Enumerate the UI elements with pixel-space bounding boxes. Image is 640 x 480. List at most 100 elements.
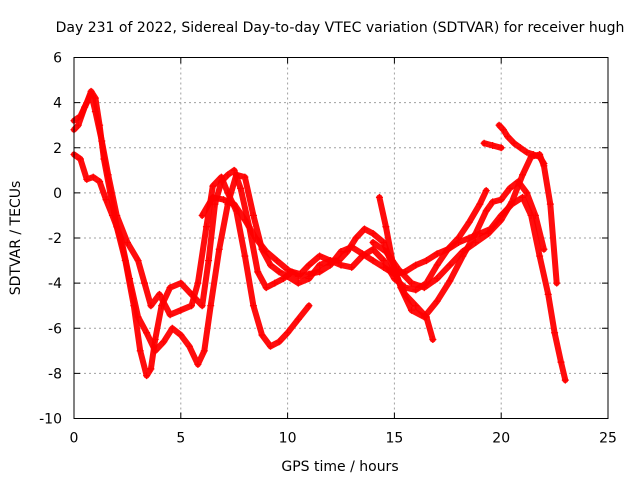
y-tick-label: 2 <box>53 141 62 157</box>
chart-title: Day 231 of 2022, Sidereal Day-to-day VTE… <box>56 20 625 36</box>
data-point-marker <box>143 372 151 380</box>
data-point-marker <box>484 229 492 237</box>
series-track-5 <box>370 151 560 291</box>
data-point-marker <box>506 184 514 192</box>
data-point-marker <box>531 211 539 219</box>
data-point-marker <box>557 358 565 366</box>
data-point-marker <box>433 297 441 305</box>
data-point-marker <box>397 284 405 292</box>
data-point-marker <box>249 211 257 219</box>
data-point-marker <box>497 144 505 152</box>
data-point-marker <box>194 279 202 287</box>
data-point-marker <box>294 279 302 287</box>
data-point-marker <box>198 302 206 310</box>
data-point-marker <box>232 171 240 179</box>
data-point-marker <box>540 160 548 168</box>
data-point-marker <box>194 360 202 368</box>
data-point-marker <box>117 234 125 242</box>
data-point-marker <box>348 263 356 271</box>
data-point-marker <box>412 302 420 310</box>
data-point-marker <box>489 141 497 149</box>
data-point-marker <box>380 257 388 265</box>
data-point-marker <box>151 347 159 355</box>
data-point-marker <box>254 268 262 276</box>
data-point-marker <box>249 302 257 310</box>
data-point-marker <box>96 178 104 186</box>
data-point-marker <box>87 90 95 98</box>
data-point-marker <box>241 216 249 224</box>
data-point-marker <box>465 218 473 226</box>
data-point-marker <box>433 261 441 269</box>
data-point-marker <box>76 155 84 163</box>
data-point-marker <box>258 331 266 339</box>
data-point-marker <box>262 248 270 256</box>
series-track-7 <box>496 122 547 167</box>
data-point-marker <box>305 261 313 269</box>
data-point-marker <box>454 239 462 247</box>
data-point-marker <box>220 196 228 204</box>
data-point-marker <box>74 121 82 129</box>
data-point-marker <box>369 229 377 237</box>
data-point-marker <box>209 182 217 190</box>
data-point-marker <box>316 268 324 276</box>
data-point-marker <box>382 223 390 231</box>
data-point-marker <box>262 284 270 292</box>
data-point-marker <box>407 279 415 287</box>
data-point-marker <box>252 234 260 242</box>
data-point-marker <box>326 261 334 269</box>
plot-frame <box>73 57 609 419</box>
data-point-marker <box>476 200 484 208</box>
data-point-marker <box>348 243 356 251</box>
data-point-marker <box>160 338 168 346</box>
data-point-marker <box>544 290 552 298</box>
data-point-marker <box>360 225 368 233</box>
data-point-marker <box>104 171 112 179</box>
data-point-marker <box>316 261 324 269</box>
data-point-marker <box>202 223 210 231</box>
data-point-marker <box>546 200 554 208</box>
x-tick-labels: 0 5 10 15 20 25 <box>70 431 617 447</box>
data-point-marker <box>166 311 174 319</box>
y-tick-label: 4 <box>53 96 62 112</box>
data-point-marker <box>497 216 505 224</box>
data-point-marker <box>523 148 531 156</box>
data-point-marker <box>482 187 490 195</box>
data-point-marker <box>422 257 430 265</box>
data-point-marker <box>358 250 366 258</box>
y-tick-label: -8 <box>48 366 62 382</box>
data-point-marker <box>215 245 223 253</box>
data-point-marker <box>147 302 155 310</box>
data-point-marker <box>459 252 467 260</box>
series-layer <box>70 87 569 384</box>
data-point-marker <box>480 139 488 147</box>
grid-layer <box>74 57 608 419</box>
data-point-marker <box>508 198 516 206</box>
series-track-1 <box>71 88 490 379</box>
data-point-marker <box>375 193 383 201</box>
x-tick-label: 10 <box>279 431 297 447</box>
data-point-marker <box>516 144 524 152</box>
data-point-marker <box>166 284 174 292</box>
data-point-marker <box>489 198 497 206</box>
data-point-marker <box>81 103 89 111</box>
data-point-marker <box>224 171 232 179</box>
y-tick-labels: -10 -8 -6 -4 -2 0 2 4 6 <box>39 51 62 428</box>
data-point-marker <box>553 279 561 287</box>
data-point-marker <box>284 266 292 274</box>
data-point-marker <box>140 279 148 287</box>
data-point-marker <box>185 342 193 350</box>
data-point-marker <box>510 139 518 147</box>
data-point-marker <box>369 257 377 265</box>
data-point-marker <box>207 302 215 310</box>
data-point-marker <box>275 268 283 276</box>
data-point-marker <box>482 207 490 215</box>
data-point-marker <box>241 252 249 260</box>
data-point-marker <box>126 275 134 283</box>
data-point-marker <box>205 257 213 265</box>
x-tick-label: 25 <box>599 431 617 447</box>
data-point-marker <box>237 184 245 192</box>
data-point-marker <box>305 270 313 278</box>
y-tick-label: -2 <box>48 231 62 247</box>
data-point-marker <box>551 329 559 337</box>
